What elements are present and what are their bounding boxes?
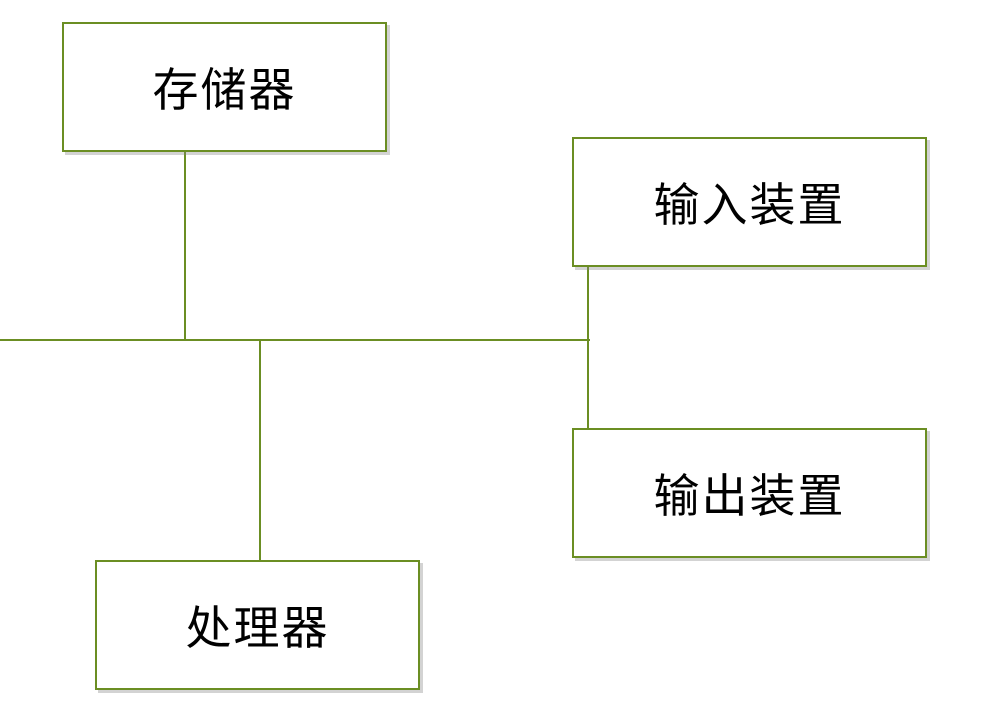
node-output-label: 输出装置 <box>654 460 846 526</box>
node-memory-label: 存储器 <box>153 54 297 120</box>
node-processor-label: 处理器 <box>186 592 330 658</box>
node-input-device: 输入装置 <box>572 137 927 267</box>
node-memory: 存储器 <box>62 22 387 152</box>
node-output-device: 输出装置 <box>572 428 927 558</box>
system-block-diagram: 存储器 输入装置 输出装置 处理器 <box>0 0 1000 717</box>
node-input-label: 输入装置 <box>654 169 846 235</box>
node-processor: 处理器 <box>95 560 420 690</box>
